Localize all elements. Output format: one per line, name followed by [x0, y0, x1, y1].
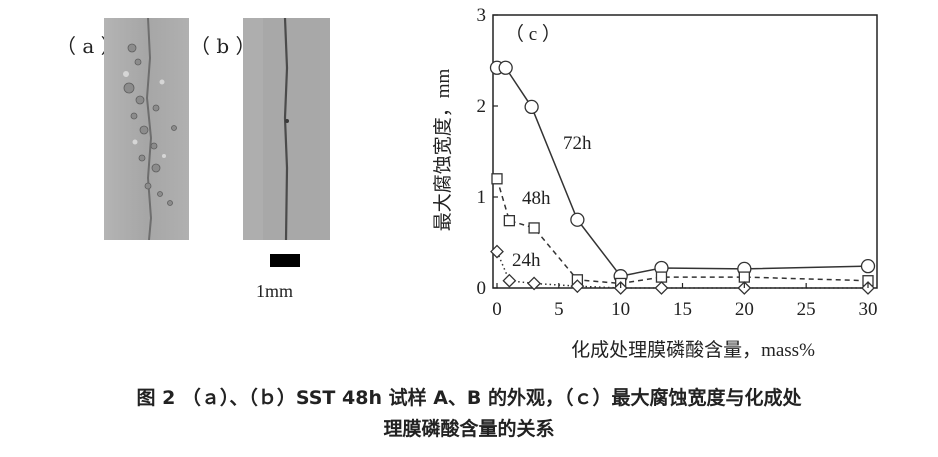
data-point-48h — [491, 173, 503, 185]
chart-c: 0 5 10 15 20 25 30 0 1 2 3 （ c ） 72h 48h 24h 化成处理膜… — [432, 5, 878, 361]
series-label-72h: 72h — [563, 133, 592, 154]
x-tick-label: 30 — [859, 299, 878, 320]
y-tick-label: 3 — [477, 5, 487, 26]
x-tick-label: 0 — [492, 299, 502, 320]
y-axis-label: 最大腐蚀宽度，mm — [432, 69, 454, 232]
series-label-48h: 48h — [522, 188, 551, 209]
x-tick-label: 15 — [673, 299, 692, 320]
caption-line-1: 图 2 （ａ）、（ｂ）SST 48h 试样 A、B 的外观，（ｃ）最大腐蚀宽度与… — [136, 387, 802, 409]
data-point-24h — [502, 273, 517, 288]
x-axis-label: 化成处理膜磷酸含量，mass% — [571, 339, 815, 361]
scale-bar-label: 1mm — [256, 281, 294, 301]
data-point-72h — [860, 259, 876, 274]
x-tick-label: 25 — [797, 299, 816, 320]
chart-panel-label: （ c ） — [505, 23, 561, 45]
y-tick-label: 2 — [477, 96, 487, 117]
data-point-48h — [738, 271, 750, 283]
data-point-72h — [498, 60, 513, 75]
y-tick-label: 1 — [477, 187, 487, 208]
sample-b-photo — [243, 18, 330, 240]
series-line-24h — [496, 251, 868, 289]
data-point-24h — [570, 279, 585, 294]
data-point-72h — [570, 212, 585, 227]
series-line-72h — [497, 67, 869, 277]
x-tick-label: 10 — [611, 299, 630, 320]
data-point-48h — [503, 215, 516, 227]
sample-a-photo — [104, 18, 189, 240]
series-label-24h: 24h — [512, 250, 541, 271]
data-point-24h — [654, 281, 669, 295]
data-point-24h — [490, 244, 504, 259]
data-point-72h — [524, 99, 539, 115]
x-tick-label: 5 — [554, 299, 564, 320]
scale-bar — [270, 254, 300, 267]
y-tick-label: 0 — [477, 278, 487, 299]
data-point-48h — [528, 222, 540, 234]
x-tick-label: 20 — [735, 299, 754, 320]
data-point-24h — [527, 276, 542, 291]
caption-line-2: 理膜磷酸含量的关系 — [383, 418, 555, 440]
data-point-48h — [655, 271, 668, 283]
